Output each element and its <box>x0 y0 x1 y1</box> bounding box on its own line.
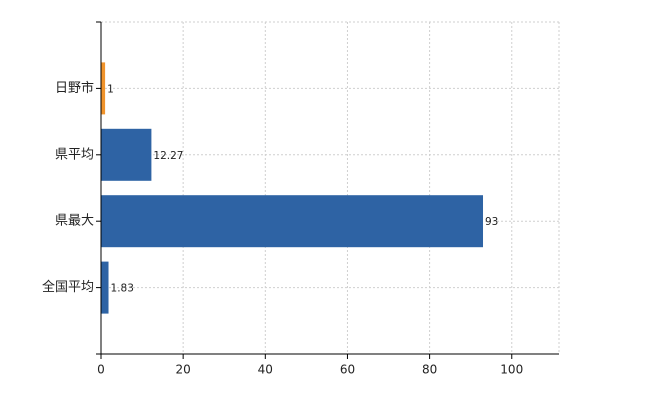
data-label: 1 <box>107 83 114 95</box>
data-label: 1.83 <box>111 283 134 295</box>
data-label: 93 <box>485 216 498 228</box>
y-tick-label: 日野市 <box>55 80 94 96</box>
x-tick-label: 60 <box>340 363 355 377</box>
bar <box>101 128 152 181</box>
y-tick-label: 全国平均 <box>42 279 94 295</box>
bar <box>101 195 484 248</box>
y-tick-label: 県平均 <box>55 147 94 162</box>
x-tick-label: 20 <box>176 363 191 377</box>
x-tick-label: 40 <box>258 363 273 377</box>
data-label: 12.27 <box>153 150 183 162</box>
bar <box>101 62 106 115</box>
x-tick-label: 80 <box>422 363 437 377</box>
x-tick-label: 100 <box>500 363 523 377</box>
y-tick-label: 県最大 <box>55 214 94 229</box>
x-tick-label: 0 <box>97 363 105 377</box>
bar <box>101 261 109 314</box>
